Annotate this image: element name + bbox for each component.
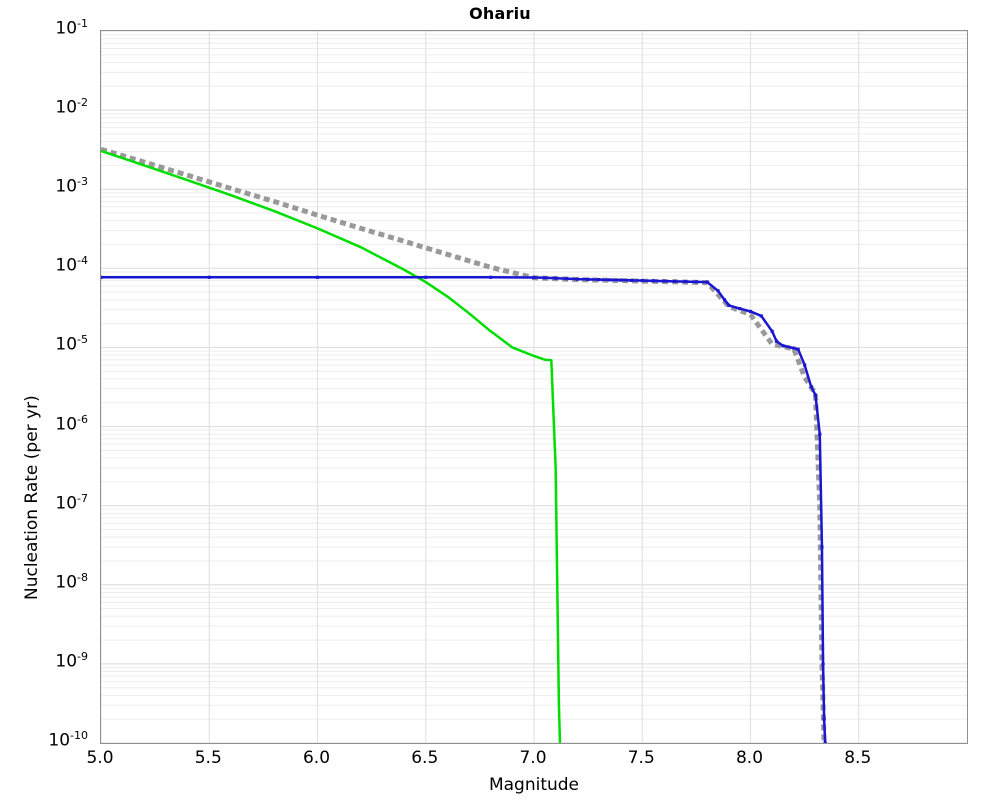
data-point-marker — [564, 277, 569, 281]
series-tapered-gr-green — [101, 149, 562, 743]
series-gutenberg-richter-reference — [101, 146, 827, 743]
data-point-marker — [608, 278, 612, 282]
data-point-marker — [554, 276, 558, 280]
chart-title: Ohariu — [469, 4, 531, 23]
data-point-marker — [759, 314, 763, 318]
data-point-marker — [489, 275, 493, 279]
data-point-marker — [803, 363, 807, 367]
data-point-marker — [619, 278, 623, 282]
data-point-marker — [818, 432, 822, 436]
data-point-marker — [424, 275, 428, 279]
y-tick-label: 10-9 — [55, 649, 88, 672]
data-point-marker — [597, 278, 601, 282]
y-tick-label: 10-7 — [55, 491, 88, 514]
plot-area — [100, 30, 968, 744]
data-point-marker — [716, 289, 720, 293]
data-point-marker — [207, 275, 211, 279]
y-tick-label: 10-8 — [55, 570, 88, 593]
data-point-marker — [823, 741, 827, 743]
data-point-marker — [532, 275, 536, 280]
data-point-marker — [774, 339, 779, 343]
data-point-marker — [683, 279, 688, 284]
y-tick-label: 10-4 — [55, 254, 88, 276]
x-tick-label: 8.5 — [844, 748, 872, 768]
x-tick-label: 5.0 — [86, 748, 114, 768]
data-point-marker — [813, 393, 818, 397]
data-point-marker — [727, 303, 731, 307]
data-point-marker — [575, 277, 579, 281]
y-tick-label: 10-5 — [55, 333, 88, 356]
y-tick-label: 10-6 — [55, 412, 88, 435]
y-tick-label: 10-3 — [55, 175, 88, 197]
x-tick-label: 7.0 — [519, 748, 547, 768]
data-point-marker — [738, 306, 742, 311]
data-point-marker — [315, 275, 320, 279]
data-point-marker — [722, 298, 727, 302]
data-point-marker — [821, 662, 825, 666]
x-tick-label: 5.5 — [194, 748, 222, 768]
y-tick-label: 10-10 — [48, 729, 88, 751]
data-point-marker — [770, 329, 774, 333]
data-point-marker — [640, 278, 644, 283]
data-point-marker — [662, 279, 666, 283]
y-tick-label: 10-2 — [55, 96, 88, 118]
data-point-marker — [748, 309, 753, 314]
data-point-marker — [694, 280, 698, 284]
x-tick-label: 8.0 — [735, 748, 764, 768]
data-point-marker — [101, 275, 103, 279]
data-point-marker — [809, 384, 813, 389]
data-point-marker — [673, 279, 677, 283]
data-point-marker — [796, 347, 800, 351]
y-tick-label: 10-1 — [55, 17, 88, 39]
x-tick-label: 6.0 — [302, 748, 331, 768]
data-point-marker — [705, 280, 709, 284]
data-point-marker — [586, 277, 590, 281]
data-point-marker — [820, 545, 824, 549]
y-axis-tick-labels: 10-1 10-2 10-3 10-4 10-5 10-6 10-7 10-8 10-9 10-1… — [0, 0, 96, 800]
x-axis-label: Magnitude — [488, 775, 580, 795]
data-point-marker — [629, 278, 634, 282]
x-tick-label: 7.5 — [627, 748, 655, 768]
data-point-marker — [651, 279, 655, 283]
x-tick-label: 6.5 — [411, 748, 439, 768]
data-point-marker — [822, 717, 826, 721]
data-point-marker — [781, 344, 785, 348]
data-series-layer — [101, 146, 827, 743]
series-characteristic-blue — [101, 276, 827, 743]
data-point-marker — [792, 346, 796, 350]
data-point-marker — [543, 276, 547, 280]
